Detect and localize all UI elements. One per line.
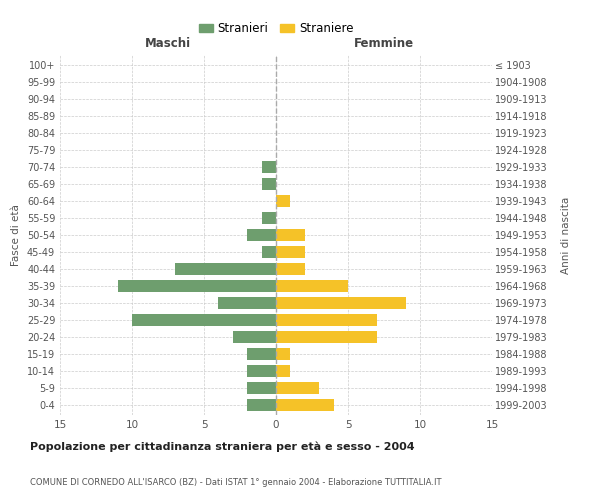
Bar [276,382,319,394]
Bar [118,280,276,292]
Bar [262,246,276,258]
Bar [247,348,276,360]
Bar [233,331,276,343]
Bar [276,263,305,275]
Bar [262,212,276,224]
Bar [247,365,276,377]
Bar [276,314,377,326]
Legend: Stranieri, Straniere: Stranieri, Straniere [194,18,358,40]
Bar [276,331,377,343]
Bar [276,399,334,411]
Y-axis label: Anni di nascita: Anni di nascita [562,196,571,274]
Text: Maschi: Maschi [145,37,191,50]
Bar [218,297,276,309]
Text: Femmine: Femmine [354,37,414,50]
Bar [132,314,276,326]
Bar [276,297,406,309]
Bar [276,229,305,241]
Text: Popolazione per cittadinanza straniera per età e sesso - 2004: Popolazione per cittadinanza straniera p… [30,442,415,452]
Bar [276,246,305,258]
Text: COMUNE DI CORNEDO ALL'ISARCO (BZ) - Dati ISTAT 1° gennaio 2004 - Elaborazione TU: COMUNE DI CORNEDO ALL'ISARCO (BZ) - Dati… [30,478,442,487]
Bar [262,161,276,173]
Bar [276,280,348,292]
Bar [276,365,290,377]
Y-axis label: Fasce di età: Fasce di età [11,204,21,266]
Bar [276,195,290,207]
Bar [247,399,276,411]
Bar [175,263,276,275]
Bar [262,178,276,190]
Bar [276,348,290,360]
Bar [247,382,276,394]
Bar [247,229,276,241]
